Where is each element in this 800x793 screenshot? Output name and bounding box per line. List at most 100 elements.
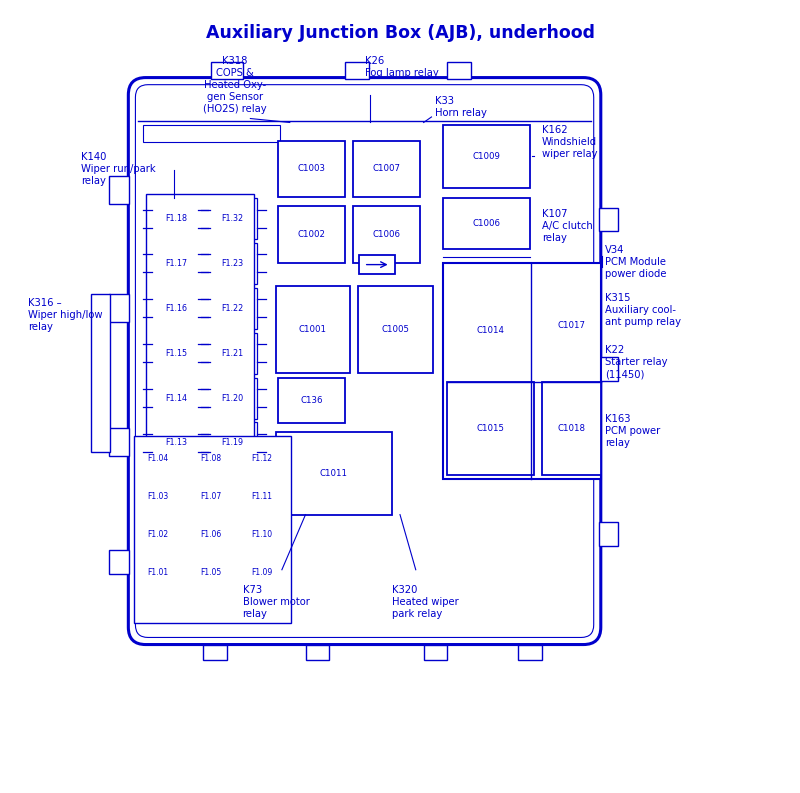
Text: F1.15: F1.15 bbox=[166, 349, 187, 358]
Text: C1005: C1005 bbox=[382, 325, 410, 334]
Text: F1.16: F1.16 bbox=[166, 304, 187, 312]
Text: K162
Windshield
wiper relay: K162 Windshield wiper relay bbox=[542, 125, 598, 159]
Text: Auxiliary Junction Box (AJB), underhood: Auxiliary Junction Box (AJB), underhood bbox=[206, 24, 594, 42]
Bar bbox=[599, 208, 618, 231]
Bar bbox=[91, 294, 110, 452]
Text: K33
Horn relay: K33 Horn relay bbox=[435, 96, 487, 117]
Bar bbox=[443, 125, 530, 188]
Text: K320
Heated wiper
park relay: K320 Heated wiper park relay bbox=[392, 585, 459, 619]
Bar bbox=[238, 557, 286, 587]
Bar bbox=[152, 288, 201, 329]
Bar bbox=[443, 198, 530, 249]
Text: C136: C136 bbox=[300, 396, 322, 405]
Bar bbox=[109, 428, 129, 455]
Text: C1011: C1011 bbox=[320, 469, 348, 477]
Bar bbox=[152, 423, 201, 463]
FancyBboxPatch shape bbox=[135, 85, 594, 638]
Bar bbox=[152, 198, 201, 239]
Bar bbox=[203, 645, 226, 661]
Bar bbox=[208, 423, 257, 463]
Bar bbox=[134, 557, 182, 587]
Text: C1003: C1003 bbox=[298, 164, 326, 174]
Bar bbox=[599, 357, 618, 381]
Text: F1.06: F1.06 bbox=[200, 530, 222, 538]
Text: C1009: C1009 bbox=[473, 151, 501, 161]
Text: C1006: C1006 bbox=[473, 219, 501, 228]
Text: F1.12: F1.12 bbox=[252, 454, 273, 463]
Text: C1001: C1001 bbox=[299, 325, 327, 334]
Text: F1.32: F1.32 bbox=[222, 214, 243, 223]
Bar bbox=[208, 243, 257, 284]
Text: K107
A/C clutch
relay: K107 A/C clutch relay bbox=[542, 209, 593, 243]
Text: F1.19: F1.19 bbox=[222, 439, 243, 447]
Bar bbox=[109, 176, 129, 204]
Bar bbox=[447, 382, 534, 475]
Bar bbox=[443, 262, 601, 479]
Text: K315
Auxiliary cool-
ant pump relay: K315 Auxiliary cool- ant pump relay bbox=[605, 293, 681, 327]
Text: C1015: C1015 bbox=[477, 424, 505, 433]
Text: K163
PCM power
relay: K163 PCM power relay bbox=[605, 414, 660, 448]
Text: C1006: C1006 bbox=[372, 230, 400, 239]
Bar bbox=[134, 481, 182, 511]
Text: F1.04: F1.04 bbox=[148, 454, 169, 463]
Text: K26
Fog lamp relay: K26 Fog lamp relay bbox=[365, 56, 438, 79]
Text: F1.11: F1.11 bbox=[252, 492, 273, 501]
Text: C1007: C1007 bbox=[372, 164, 400, 174]
Text: C1002: C1002 bbox=[298, 230, 326, 239]
Bar bbox=[152, 377, 201, 419]
Text: F1.22: F1.22 bbox=[221, 304, 243, 312]
Text: F1.10: F1.10 bbox=[252, 530, 273, 538]
Text: F1.03: F1.03 bbox=[148, 492, 169, 501]
Text: K73
Blower motor
relay: K73 Blower motor relay bbox=[242, 585, 310, 619]
Text: F1.08: F1.08 bbox=[201, 454, 222, 463]
Text: F1.01: F1.01 bbox=[148, 568, 169, 577]
Text: F1.09: F1.09 bbox=[251, 568, 273, 577]
Bar bbox=[542, 272, 601, 378]
Bar bbox=[359, 255, 395, 274]
Bar bbox=[353, 206, 420, 262]
Text: F1.07: F1.07 bbox=[200, 492, 222, 501]
Text: K318
COPS &
Heated Oxy-
gen Sensor
(HO2S) relay: K318 COPS & Heated Oxy- gen Sensor (HO2S… bbox=[203, 56, 266, 114]
Bar bbox=[109, 294, 129, 322]
Bar bbox=[447, 62, 471, 79]
Text: C1017: C1017 bbox=[558, 320, 586, 330]
Text: F1.20: F1.20 bbox=[222, 393, 243, 403]
Bar bbox=[358, 286, 433, 373]
Bar bbox=[208, 288, 257, 329]
Bar bbox=[187, 557, 234, 587]
Bar bbox=[142, 125, 280, 142]
Bar bbox=[134, 519, 182, 550]
Bar bbox=[208, 333, 257, 374]
Bar bbox=[238, 444, 286, 473]
Text: K316 –
Wiper high/low
relay: K316 – Wiper high/low relay bbox=[28, 298, 103, 332]
Text: C1014: C1014 bbox=[477, 326, 505, 335]
Bar bbox=[275, 286, 350, 373]
Bar bbox=[238, 519, 286, 550]
Bar bbox=[518, 645, 542, 661]
Bar bbox=[211, 62, 242, 79]
Text: F1.13: F1.13 bbox=[166, 439, 187, 447]
Bar bbox=[134, 444, 182, 473]
Bar bbox=[278, 206, 345, 262]
Bar bbox=[424, 645, 447, 661]
Bar bbox=[208, 377, 257, 419]
Bar bbox=[134, 436, 291, 623]
Bar bbox=[278, 140, 345, 197]
Bar bbox=[599, 523, 618, 546]
Bar bbox=[345, 62, 369, 79]
Bar bbox=[187, 481, 234, 511]
Text: F1.14: F1.14 bbox=[166, 393, 187, 403]
FancyBboxPatch shape bbox=[128, 78, 601, 645]
Text: K140
Wiper run/park
relay: K140 Wiper run/park relay bbox=[81, 152, 156, 186]
Bar bbox=[238, 481, 286, 511]
Bar bbox=[187, 519, 234, 550]
Bar bbox=[109, 550, 129, 573]
Bar bbox=[152, 243, 201, 284]
Bar bbox=[275, 432, 392, 515]
Text: V34
PCM Module
power diode: V34 PCM Module power diode bbox=[605, 245, 666, 279]
Text: F1.02: F1.02 bbox=[148, 530, 169, 538]
Bar bbox=[542, 382, 601, 475]
Text: K22
Starter relay
(11450): K22 Starter relay (11450) bbox=[605, 345, 667, 379]
Bar bbox=[278, 377, 345, 423]
Bar bbox=[306, 645, 329, 661]
